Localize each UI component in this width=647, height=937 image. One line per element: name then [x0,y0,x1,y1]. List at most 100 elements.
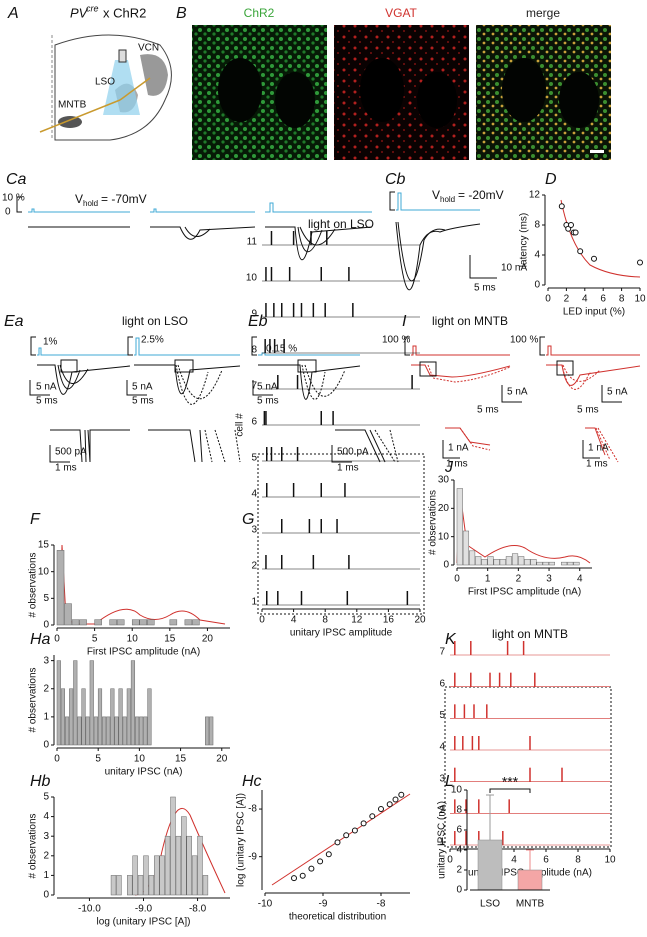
hist-bar [71,619,80,626]
label: hold [440,195,455,204]
hist-bar [209,716,214,746]
title: cre [86,3,99,13]
row-label: 2 [439,805,445,816]
x-tick-label: 5 [92,634,98,645]
hist-bar [69,688,74,746]
hist-bar [164,835,171,896]
point [558,203,565,210]
hist-bar [148,875,155,896]
hist-bar [518,556,525,566]
point [360,820,367,827]
label: 10 % [2,193,25,204]
hist-bar [567,561,574,566]
y-tick-label: 0 [43,890,49,901]
y-tick-label: 0 [43,620,49,631]
y-axis-label: cell # [235,413,246,437]
traces-e [29,336,641,463]
y-axis-label: # observations [28,813,39,878]
point [572,229,579,236]
panel-letter: Ca [6,171,27,188]
point [591,255,597,262]
label: 1 ms [337,463,359,474]
hist-bar [116,875,122,896]
label: 5 ms [477,405,499,416]
hist-bar [147,688,152,746]
hist-bar [192,619,200,626]
point [291,875,297,882]
label: 10 nA [501,263,527,274]
hist-bar [169,619,178,626]
title: light on MNTB [432,314,508,328]
hist-bar [89,660,94,746]
hist-bar [114,716,119,746]
row-label: 1 [439,837,445,848]
hist-bar [191,855,198,896]
y-tick-label: 12 [529,190,541,201]
hist-bar [73,660,78,746]
point [343,832,350,839]
hist-bar [197,835,203,896]
hist-bar [126,688,131,746]
row-label: 3 [251,525,257,536]
label: 1 ms [55,463,77,474]
x-tick-label: 0 [447,855,453,866]
hist-bar [548,561,555,566]
title: light on LSO [122,314,188,328]
image-label: merge [526,6,560,20]
label: LSO [95,77,115,88]
label: 500 pA [337,447,369,458]
y-axis-label: unitary IPSC (nA) [437,801,448,879]
x-tick-label: -10 [258,899,273,910]
point [392,796,399,803]
y-tick-label: 10 [451,785,463,796]
hist-bar [456,488,463,566]
hist-bar [205,716,210,746]
hist-bar [573,561,580,566]
x-axis-label: theoretical distribution [289,912,386,923]
point [568,222,574,228]
hist-bar [499,559,506,566]
hist-bar [64,716,70,746]
row-label: 8 [251,345,257,356]
y-tick-label: 10 [38,566,50,577]
x-tick-label: 2 [516,574,522,585]
panel-letter: Hb [30,773,51,790]
x-tick-label: 10 [604,855,616,866]
x-tick-label: MNTB [516,899,545,910]
x-tick-label: 3 [546,574,552,585]
hist-bar [469,550,476,566]
label: = -20mV [458,188,504,202]
x-tick-label: 0 [54,634,60,645]
hist-bar [475,556,482,566]
chart-title: light on MNTB [492,627,568,641]
hist-bar [60,688,65,746]
x-tick-label: LSO [480,899,500,910]
x-tick-label: 4 [291,615,297,626]
y-axis-label: # observations [28,552,39,617]
panel-letter: D [545,171,557,188]
chart-title: light on LSO [308,217,374,231]
label: 1% [43,337,58,348]
hist-bar [536,561,543,566]
label: V [432,188,440,202]
x-tick-label: 20 [414,615,426,626]
point [577,248,584,255]
hist-bar [462,530,470,566]
hist-bar [481,559,488,566]
hist-bar [64,603,72,626]
panel-letter: A [7,5,19,22]
error-bar [486,794,494,840]
group-box [257,453,425,615]
label: 5 ms [577,405,599,416]
hist-bar [137,875,144,896]
row-label: 11 [247,237,258,248]
panel-letter: J [444,459,454,476]
y-tick-label: -9 [248,851,257,862]
x-tick-label: 0 [259,615,265,626]
fit-curve [456,491,591,564]
hist-bar [181,816,187,896]
row-label: 7 [251,381,257,392]
y-tick-label: 0 [534,280,540,291]
y-tick-label: 3 [43,831,49,842]
y-tick-label: 2 [456,865,462,876]
